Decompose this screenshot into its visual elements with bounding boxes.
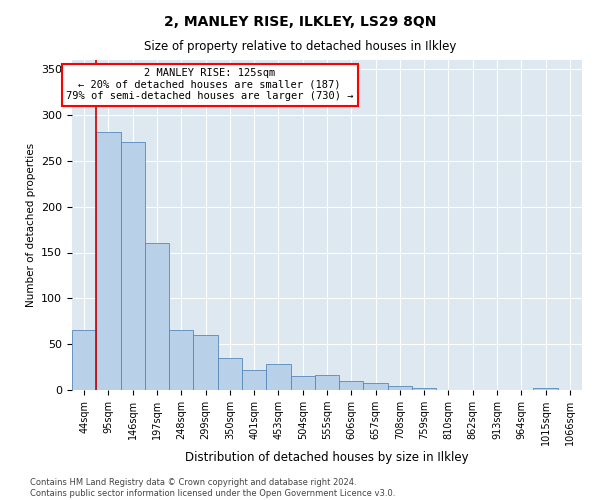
Text: Contains HM Land Registry data © Crown copyright and database right 2024.
Contai: Contains HM Land Registry data © Crown c… (30, 478, 395, 498)
X-axis label: Distribution of detached houses by size in Ilkley: Distribution of detached houses by size … (185, 450, 469, 464)
Y-axis label: Number of detached properties: Number of detached properties (26, 143, 35, 307)
Bar (266, 364, 290, 390)
Bar (533, 388, 558, 390)
Bar (193, 335, 218, 390)
Text: 2, MANLEY RISE, ILKLEY, LS29 8QN: 2, MANLEY RISE, ILKLEY, LS29 8QN (164, 15, 436, 29)
Bar (339, 381, 364, 390)
Bar (290, 376, 315, 390)
Bar (96, 132, 121, 390)
Bar (388, 386, 412, 390)
Bar (315, 376, 339, 390)
Bar (121, 142, 145, 390)
Bar (412, 388, 436, 390)
Bar (218, 358, 242, 390)
Bar (72, 330, 96, 390)
Bar (242, 370, 266, 390)
Text: Size of property relative to detached houses in Ilkley: Size of property relative to detached ho… (144, 40, 456, 53)
Bar (169, 330, 193, 390)
Bar (145, 244, 169, 390)
Text: 2 MANLEY RISE: 125sqm
← 20% of detached houses are smaller (187)
79% of semi-det: 2 MANLEY RISE: 125sqm ← 20% of detached … (66, 68, 353, 102)
Bar (364, 382, 388, 390)
